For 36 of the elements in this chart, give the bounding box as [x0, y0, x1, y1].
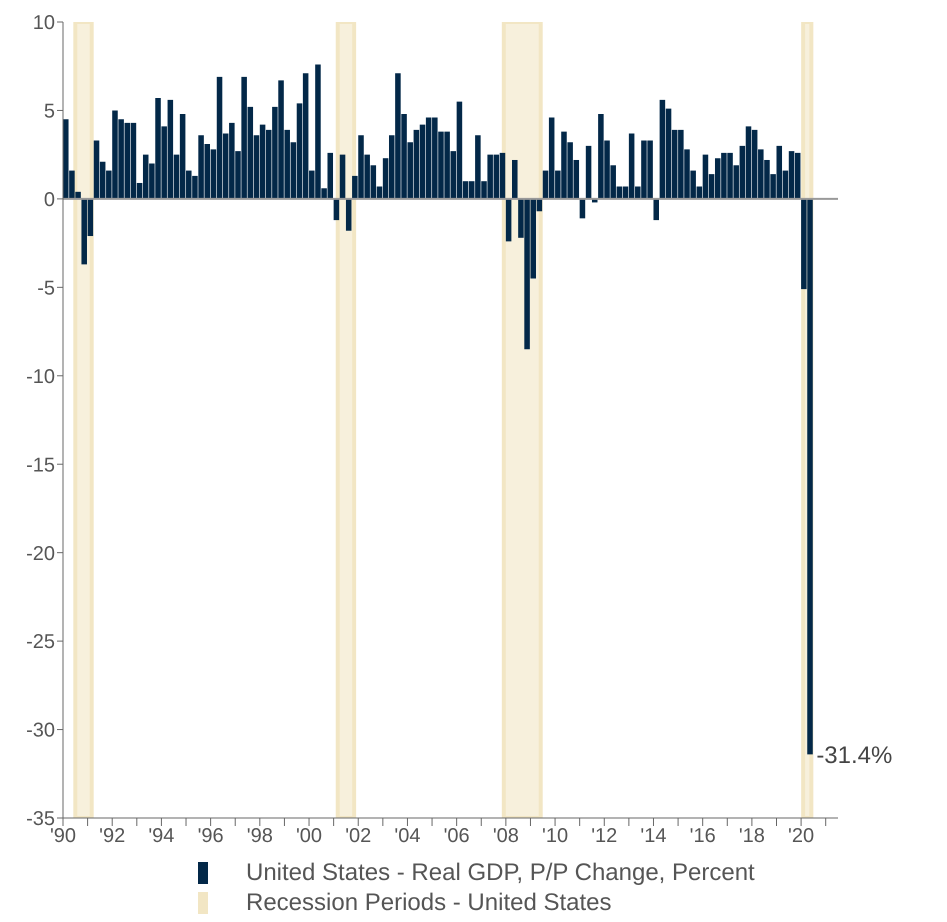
bar — [580, 198, 586, 218]
annotation: -31.4% — [816, 742, 892, 769]
x-tick-label: '14 — [640, 825, 667, 848]
bar — [346, 198, 352, 231]
bar — [512, 160, 518, 199]
y-tick-label: 5 — [44, 100, 55, 123]
x-tick-label: '06 — [444, 825, 470, 848]
legend-label: United States - Real GDP, P/P Change, Percent — [246, 858, 755, 888]
y-tick-label: 10 — [32, 12, 55, 34]
x-tick-label: '94 — [148, 825, 174, 848]
x-tick-label: '10 — [542, 825, 568, 848]
y-tick-label: -15 — [26, 454, 55, 476]
x-tick-label: '96 — [198, 825, 224, 848]
x-tick-label: '04 — [394, 825, 420, 848]
y-tick-label: -20 — [26, 542, 55, 565]
bar — [653, 198, 660, 220]
y-tick-label: 0 — [44, 188, 55, 211]
x-tick-label: '98 — [246, 825, 273, 848]
x-tick-label: '16 — [690, 825, 716, 848]
x-tick-label: '90 — [50, 825, 76, 848]
x-tick-label: '92 — [99, 825, 126, 848]
y-tick-label: -30 — [26, 720, 55, 742]
x-tick-label: '02 — [345, 825, 372, 848]
x-tick-label: '18 — [738, 825, 765, 848]
bar — [586, 146, 592, 199]
bar — [340, 154, 346, 199]
y-tick-label: -5 — [37, 277, 55, 300]
x-tick-label: '12 — [591, 825, 618, 848]
x-tick-label: '08 — [492, 825, 519, 848]
y-tick-label: -10 — [26, 366, 55, 388]
bar — [334, 198, 340, 220]
legend-label: Recession Periods - United States — [246, 888, 612, 918]
x-tick-label: '20 — [788, 825, 814, 848]
y-tick-label: -25 — [26, 631, 55, 654]
x-tick-label: '00 — [296, 825, 322, 848]
bar — [506, 198, 512, 242]
